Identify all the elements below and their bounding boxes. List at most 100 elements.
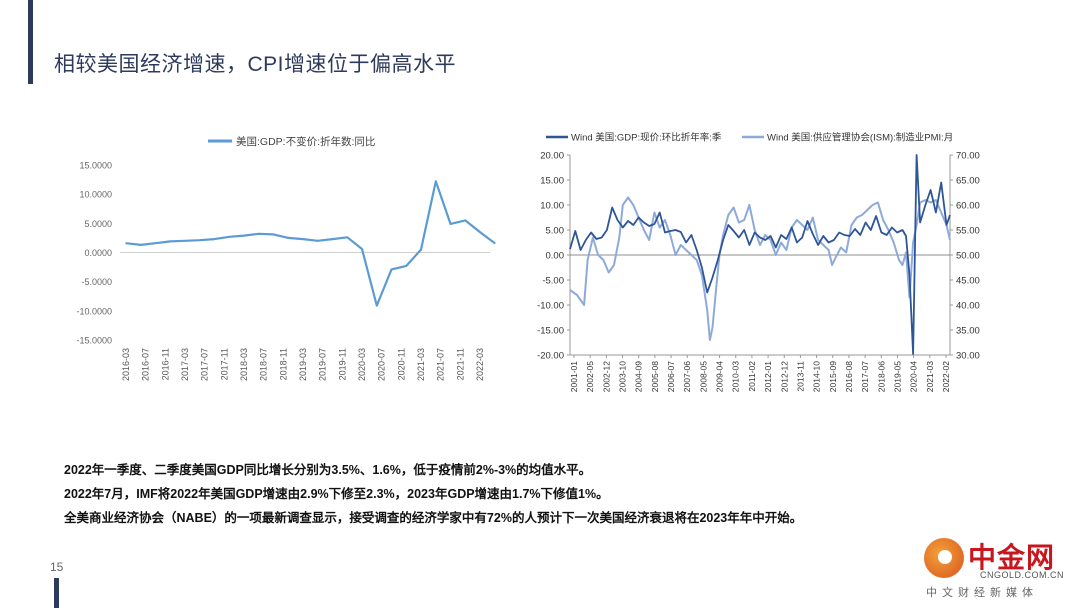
y-tick-label: 10.0000: [79, 190, 112, 200]
x-tick-label: 2022-03: [475, 348, 485, 381]
series-line-gdp-yoy: [125, 180, 496, 307]
page-number: 15: [50, 560, 64, 574]
y-right-tick-label: 70.00: [956, 151, 980, 162]
y-right-tick-label: 45.00: [956, 276, 980, 287]
x-tick-label: 2011-02: [747, 361, 757, 392]
x-tick-label: 2001-01: [569, 361, 579, 392]
x-tick-label: 2019-05: [892, 361, 902, 392]
x-tick-label: 2021-11: [455, 348, 465, 380]
x-tick-label: 2020-07: [377, 348, 387, 381]
data-point: [375, 304, 378, 307]
logo-subtitle: 中文财经新媒体: [926, 587, 1038, 599]
us-gdp-yoy-chart: 美国:GDP:不变价:折年数:同比 15.0000 10.0000 5.0000 0.…: [76, 135, 496, 381]
x-tick-label: 2016-11: [160, 348, 170, 380]
x-tick-label: 2016-03: [121, 348, 131, 381]
x-tick-label: 2019-07: [318, 348, 328, 381]
x-tick-label: 2020-11: [396, 348, 406, 380]
data-point: [493, 242, 496, 244]
data-point: [346, 236, 349, 239]
slide-notes: 2022年一季度、二季度美国GDP同比增长分别为3.5%、1.6%，低于疫情前2…: [64, 458, 802, 530]
data-point: [302, 238, 304, 240]
data-point: [287, 237, 290, 239]
y-tick-label: 5.0000: [84, 219, 112, 229]
x-tick-label: 2012-01: [763, 361, 773, 392]
x-tick-label: 2020-04: [909, 361, 919, 392]
y-left-tick-label: -5.00: [542, 276, 564, 287]
y-left-tick-label: 10.00: [540, 201, 564, 212]
chart1-y-axis: 15.0000 10.0000 5.0000 0.0000 -5.0000 -10.000…: [76, 161, 112, 346]
note-line: 全美商业经济协会（NABE）的一项最新调查显示，接受调查的经济学家中有72%的人…: [64, 511, 803, 525]
gdp-vs-ism-pmi-chart: Wind 美国:GDP:现价:环比折年率:季 Wind 美国:供应管理协会(ISM…: [537, 132, 980, 393]
chart2-right-y-axis: 70.00 65.00 60.00 55.00 50.00 45.00 40.00 35.00…: [950, 151, 980, 362]
x-tick-label: 2008-05: [698, 361, 708, 392]
chart1-x-axis: 2016-03 2016-07 2016-11 2017-03 2017-07 2017-…: [120, 252, 490, 381]
y-left-tick-label: 20.00: [540, 151, 564, 162]
x-tick-label: 2018-11: [278, 348, 288, 380]
logo-domain: CNGOLD.COM.CN: [980, 570, 1065, 580]
x-tick-label: 2004-09: [634, 361, 644, 392]
x-tick-label: 2019-03: [298, 348, 308, 381]
x-tick-label: 2016-07: [141, 348, 151, 381]
chart2-frame: [569, 155, 951, 356]
legend-label: Wind 美国:GDP:现价:环比折年率:季: [571, 132, 722, 144]
logo-mark-icon: [924, 538, 964, 578]
legend-label: Wind 美国:供应管理协会(ISM):制造业PMI:月: [767, 132, 953, 144]
data-point: [331, 238, 334, 240]
x-tick-label: 2022-02: [941, 361, 951, 392]
x-tick-label: 2014-10: [812, 361, 822, 392]
x-tick-label: 2018-07: [259, 348, 269, 381]
data-point: [405, 265, 408, 267]
y-left-tick-label: -15.00: [537, 326, 564, 337]
x-tick-label: 2017-07: [860, 361, 870, 392]
y-left-tick-label: -10.00: [537, 301, 564, 312]
y-right-tick-label: 30.00: [956, 351, 980, 362]
y-tick-label: -10.0000: [76, 306, 112, 316]
x-tick-label: 2017-07: [200, 348, 210, 381]
data-point: [434, 180, 437, 183]
x-tick-label: 2006-07: [666, 361, 676, 392]
data-point: [169, 240, 172, 243]
data-point: [228, 235, 231, 238]
x-tick-label: 2021-03: [925, 361, 935, 392]
series-line-ism-pmi: [569, 196, 951, 341]
data-point: [272, 233, 275, 236]
x-tick-label: 2009-04: [715, 361, 725, 392]
cngold-logo: 中金网 CNGOLD.COM.CN 中文财经新媒体: [916, 534, 1072, 604]
chart2-left-y-axis: 20.00 15.00 10.00 5.00 0.00 -5.00 -10.00 -15.00…: [537, 151, 570, 362]
logo-text: 中金网: [968, 542, 1056, 573]
x-tick-label: 2017-03: [180, 348, 190, 381]
x-tick-label: 2012-12: [779, 361, 789, 392]
data-point: [184, 240, 186, 242]
data-point: [154, 242, 157, 244]
y-tick-label: 0.0000: [84, 248, 112, 258]
y-right-tick-label: 60.00: [956, 201, 980, 212]
x-tick-label: 2018-06: [876, 361, 886, 392]
note-line: 2022年7月，IMF将2022年美国GDP增速由2.9%下修至2.3%，202…: [64, 487, 609, 501]
x-tick-label: 2015-09: [828, 361, 838, 392]
x-tick-label: 2021-03: [416, 348, 426, 381]
y-tick-label: -5.0000: [81, 277, 112, 287]
data-point: [198, 239, 201, 242]
data-point: [464, 219, 467, 222]
y-left-tick-label: 0.00: [546, 251, 565, 262]
x-tick-label: 2020-03: [357, 348, 367, 381]
y-left-tick-label: -20.00: [537, 351, 564, 362]
y-right-tick-label: 55.00: [956, 226, 980, 237]
data-point: [125, 242, 127, 244]
data-point: [243, 234, 245, 237]
y-tick-label: 15.0000: [79, 161, 112, 171]
x-tick-label: 2021-07: [436, 348, 446, 381]
y-right-tick-label: 65.00: [956, 176, 980, 187]
chart2-legend: Wind 美国:GDP:现价:环比折年率:季 Wind 美国:供应管理协会(ISM…: [546, 132, 953, 144]
title-accent-bar: [28, 0, 33, 84]
x-tick-label: 2002-05: [585, 361, 595, 392]
series-line-gdp-qoq: [569, 154, 951, 355]
x-tick-label: 2007-06: [682, 361, 692, 392]
y-left-tick-label: 15.00: [540, 176, 564, 187]
data-point: [316, 240, 319, 242]
x-tick-label: 2005-08: [650, 361, 660, 392]
data-point: [420, 248, 422, 251]
data-point: [390, 268, 393, 271]
footer-accent-bar: [54, 578, 59, 608]
x-tick-label: 2018-03: [239, 348, 249, 381]
